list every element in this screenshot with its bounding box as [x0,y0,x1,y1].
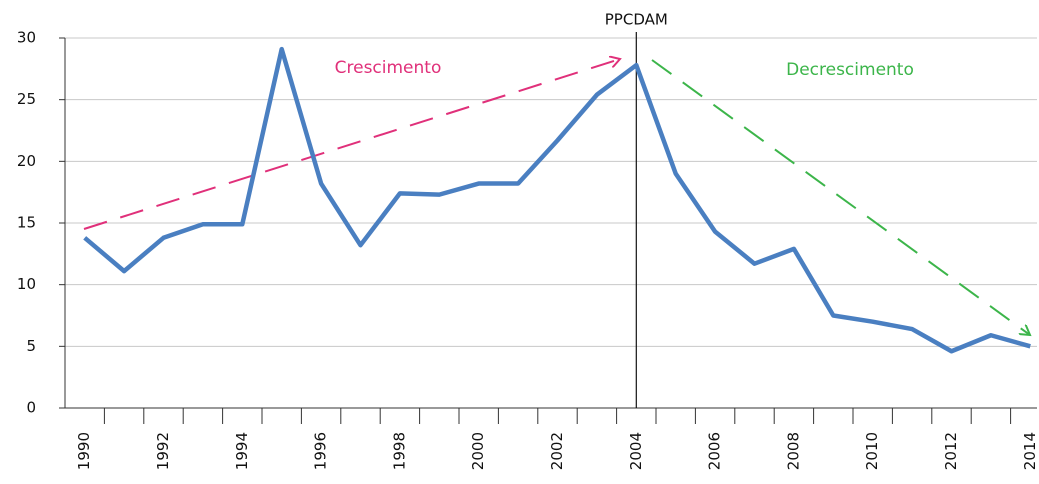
x-tick-label: 2000 [469,432,487,470]
x-tick-label: 2002 [548,432,566,470]
x-tick-label: 1990 [75,432,93,470]
x-tick-label: 2014 [1021,432,1039,470]
data-line [83,46,1031,354]
x-tick-label: 1996 [312,432,330,470]
x-tick-label: 2010 [863,432,881,470]
x-tick-label: 2008 [784,432,802,470]
x-tick-label: 1992 [154,432,172,470]
x-tick-label: 2006 [706,432,724,470]
rise-arrow [83,59,620,230]
y-tick-label: 15 [17,214,36,232]
y-tick-label: 20 [17,152,36,170]
fall-label: Decrescimento [786,60,914,80]
x-tick-label: 2004 [627,432,645,470]
y-tick-label: 0 [26,399,36,417]
y-tick-label: 10 [17,275,36,293]
x-tick-label: 1994 [233,432,251,470]
y-tick-label: 30 [17,29,36,47]
y-tick-label: 5 [26,337,36,355]
y-tick-label: 25 [17,90,36,108]
rise-label: Crescimento [335,58,442,78]
fall-arrow [651,59,1030,335]
x-tick-label: 1998 [390,432,408,470]
x-tick-label: 2012 [942,432,960,470]
ppcdam-label: PPCDAM [605,11,668,29]
